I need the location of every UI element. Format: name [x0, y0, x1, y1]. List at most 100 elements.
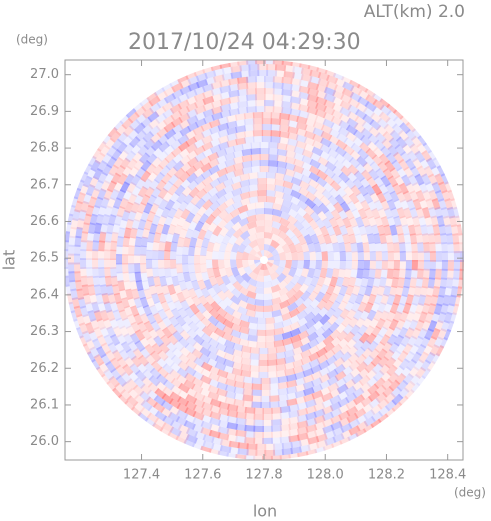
echo-cell [424, 215, 433, 228]
echo-cell [326, 154, 339, 166]
echo-cell [177, 389, 190, 401]
echo-cell [336, 383, 349, 395]
echo-cell [287, 138, 299, 147]
echo-cell [149, 102, 162, 114]
echo-cell [388, 318, 399, 331]
echo-cell [362, 242, 370, 253]
echo-cell [208, 233, 218, 244]
echo-cell [396, 302, 406, 315]
echo-cell [254, 82, 266, 89]
echo-cell [418, 198, 429, 211]
echo-cell [398, 182, 409, 195]
echo-cell [186, 115, 199, 126]
echo-cell [151, 186, 162, 199]
echo-cell [259, 154, 270, 161]
echo-cell [378, 111, 391, 123]
echo-cell [122, 125, 135, 137]
echo-cell [303, 143, 316, 153]
echo-cell [310, 370, 323, 381]
echo-cell [208, 308, 220, 320]
echo-cell [211, 293, 223, 305]
echo-cell [177, 134, 190, 145]
echo-cell [233, 374, 245, 383]
echo-cell [417, 327, 428, 340]
echo-cell [232, 228, 244, 239]
echo-cell [417, 251, 424, 262]
echo-cell [323, 93, 336, 103]
echo-cell [390, 207, 400, 219]
echo-cell [257, 172, 268, 179]
echo-cell [237, 94, 249, 103]
echo-cell [85, 204, 95, 217]
echo-cell [353, 200, 364, 212]
echo-cell [266, 261, 274, 268]
echo-cell [201, 325, 213, 337]
echo-cell [429, 242, 436, 253]
echo-cell [106, 284, 114, 296]
echo-cell [184, 129, 197, 141]
echo-cell [335, 139, 348, 151]
echo-cell [160, 300, 171, 313]
echo-cell [86, 240, 94, 252]
echo-cell [409, 190, 419, 203]
echo-cell [139, 296, 149, 309]
echo-cell [415, 343, 427, 357]
echo-cell [387, 251, 394, 262]
echo-cell [272, 202, 283, 211]
echo-cell [375, 260, 382, 271]
echo-cell [239, 313, 250, 323]
echo-cell [303, 260, 310, 270]
echo-cell [257, 196, 267, 203]
echo-cell [315, 83, 328, 94]
echo-cell [308, 290, 319, 302]
echo-cell [155, 112, 168, 124]
echo-cell [260, 389, 271, 396]
echo-cell [217, 419, 230, 429]
echo-cell [172, 330, 184, 342]
echo-cell [409, 343, 420, 356]
echo-cell [162, 379, 175, 391]
echo-cell [281, 243, 291, 254]
echo-cell [235, 429, 247, 438]
echo-cell [91, 205, 101, 217]
echo-cell [89, 292, 98, 305]
echo-cell [298, 91, 311, 101]
echo-cell [268, 160, 279, 167]
echo-cell [232, 280, 243, 292]
echo-cell [103, 368, 115, 381]
echo-cell [208, 164, 220, 175]
echo-cell [235, 131, 247, 140]
echo-cell [449, 312, 457, 324]
echo-cell [201, 395, 214, 405]
echo-cell [121, 165, 133, 178]
echo-cell [195, 72, 208, 82]
echo-cell [322, 217, 332, 229]
echo-cell [269, 383, 280, 390]
echo-cell [248, 239, 259, 249]
echo-cell [274, 178, 285, 187]
echo-cell [169, 361, 182, 373]
echo-cell [394, 372, 407, 385]
echo-cell [249, 248, 257, 257]
echo-cell [140, 159, 152, 172]
echo-cell [231, 266, 240, 277]
echo-cell [88, 330, 99, 343]
echo-cell [243, 244, 253, 254]
echo-cell [140, 383, 152, 396]
echo-cell [370, 325, 382, 338]
echo-cell [150, 156, 163, 169]
echo-cell [380, 216, 390, 228]
echo-cell [212, 68, 225, 77]
echo-cell [341, 292, 352, 304]
echo-cell [235, 453, 247, 460]
echo-cell [371, 154, 383, 167]
echo-cell [185, 89, 198, 100]
echo-cell [202, 89, 215, 99]
echo-cell [71, 297, 81, 309]
echo-cell [85, 322, 95, 335]
echo-cell [311, 312, 323, 324]
echo-cell [306, 100, 319, 109]
echo-cell [403, 136, 416, 149]
echo-cell [436, 165, 446, 177]
echo-cell [106, 145, 118, 158]
